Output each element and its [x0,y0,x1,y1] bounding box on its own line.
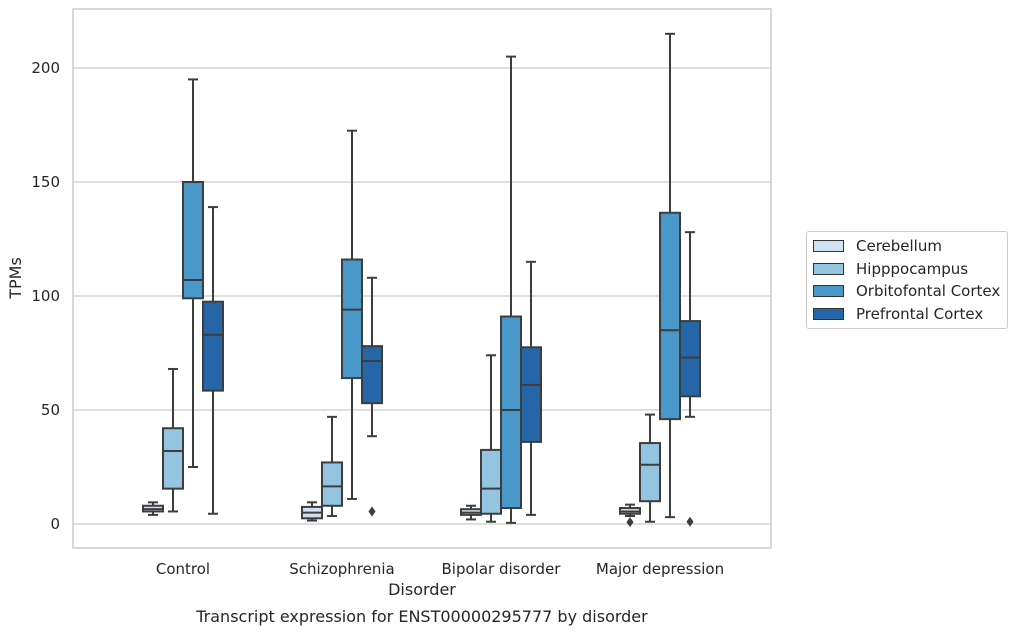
box-prefrontal-cortex-schizophrenia [361,276,383,517]
box-iqr [639,442,661,503]
x-tick-label: Control [156,560,210,578]
y-tick-label: 50 [41,401,60,419]
box-iqr [500,315,522,510]
box-prefrontal-cortex-bipolar-disorder [520,260,542,516]
legend-item: Cerebellum [807,235,1007,258]
box-prefrontal-cortex-control [202,206,224,515]
y-tick-label: 150 [31,173,60,191]
box-iqr [182,181,204,300]
box-iqr [162,427,184,490]
x-tick-label: Bipolar disorder [442,560,562,578]
box-prefrontal-cortex-major-depression [679,231,701,527]
legend-item: Orbitofontal Cortex [807,280,1007,303]
legend-item: Hipppocampus [807,258,1007,281]
box-cerebellum-control [142,501,164,516]
box-iqr [361,345,383,405]
y-axis-label: TPMs [6,257,25,300]
legend-item: Prefrontal Cortex [807,303,1007,326]
legend-swatch [813,307,844,320]
chart-legend: Cerebellum Hipppocampus Orbitofontal Corte… [806,231,1008,329]
chart-caption: Transcript expression for ENST0000029577… [195,607,648,626]
x-axis-label: Disorder [388,580,456,599]
box-orbitofontal-cortex-control [182,78,204,468]
box-iqr [480,448,502,515]
legend-swatch [813,262,844,275]
box-iqr [321,461,343,507]
box-hipppocampus-bipolar-disorder [480,354,502,523]
box-hipppocampus-schizophrenia [321,415,343,518]
legend-label: Orbitofontal Cortex [856,282,1001,301]
y-tick-label: 200 [31,59,60,77]
x-tick-label: Major depression [596,560,724,578]
legend-swatch [813,240,844,253]
legend-label: Hipppocampus [856,259,969,278]
legend-label: Prefrontal Cortex [856,304,984,323]
box-cerebellum-bipolar-disorder [460,504,482,521]
box-iqr [202,300,224,392]
outlier-point [626,517,634,528]
legend-label: Cerebellum [856,237,942,256]
box-iqr [520,346,542,443]
y-tick-label: 100 [31,287,60,305]
legend-swatch [813,285,844,298]
box-hipppocampus-major-depression [639,413,661,523]
x-tick-label: Schizophrenia [289,560,394,578]
outlier-point [686,516,694,527]
box-iqr [659,211,681,421]
box-orbitofontal-cortex-schizophrenia [341,129,363,500]
box-cerebellum-schizophrenia [301,501,323,522]
box-orbitofontal-cortex-bipolar-disorder [500,55,522,524]
outlier-point [368,506,376,517]
plot-area-frame [72,8,772,549]
box-iqr [341,258,363,380]
box-iqr [679,320,701,398]
box-orbitofontal-cortex-major-depression [659,32,681,519]
box-hipppocampus-control [162,367,184,513]
y-tick-label: 0 [50,515,60,533]
box-cerebellum-major-depression [619,503,641,528]
